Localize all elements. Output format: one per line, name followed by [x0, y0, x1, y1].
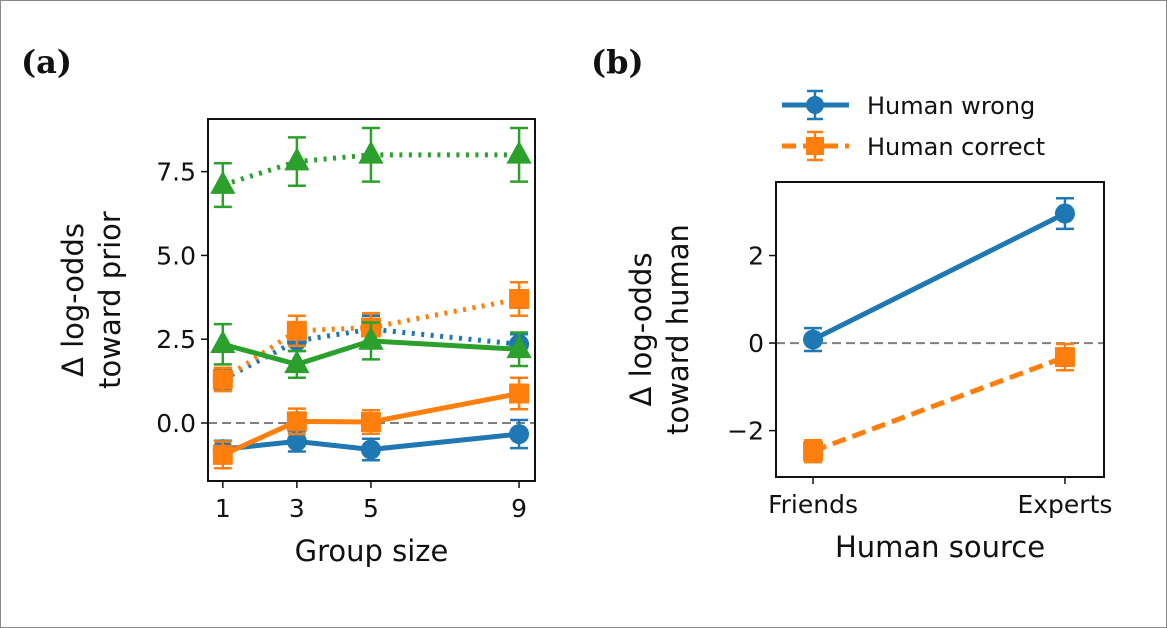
y-tick-label: 0.0	[156, 409, 196, 438]
x-tick-label: Friends	[768, 490, 858, 519]
legend-label: Human correct	[867, 133, 1045, 161]
marker-circle	[806, 96, 824, 114]
marker-triangle	[284, 147, 310, 171]
marker-square	[509, 288, 530, 309]
legend-item: Human wrong	[782, 89, 1035, 121]
y-tick-label: −2	[727, 417, 764, 446]
marker-triangle	[358, 140, 384, 164]
series-0	[210, 126, 532, 209]
marker-square	[286, 411, 307, 432]
marker-circle	[803, 329, 824, 350]
x-axis-label: Human source	[835, 530, 1045, 564]
series-3	[210, 321, 532, 380]
legend-label: Human wrong	[867, 92, 1035, 120]
y-axis-label: Δ log-odds	[624, 253, 658, 407]
marker-square	[212, 444, 233, 465]
y-tick-label: 0	[748, 329, 764, 358]
series-line	[811, 211, 1067, 342]
y-tick-label: 5.0	[156, 241, 196, 270]
y-axis-label: toward human	[661, 224, 695, 435]
series-line	[222, 152, 520, 188]
panel-label: (a)	[21, 43, 72, 81]
marker-circle	[1054, 203, 1075, 224]
marker-triangle	[358, 326, 384, 350]
y-tick-label: 2	[748, 242, 764, 271]
marker-circle	[360, 439, 381, 460]
series-5	[212, 376, 530, 470]
y-axis-label: Δ log-odds	[56, 223, 90, 377]
y-axis-label: toward prior	[93, 211, 127, 389]
panel-a: (a) 0.0 2.5 5.0 7.5 1 3 5 9 Group size Δ log-odds t…	[21, 43, 536, 568]
x-tick-label: Experts	[1017, 490, 1112, 519]
marker-circle	[286, 431, 307, 452]
legend: Human wrong Human correct	[782, 89, 1045, 162]
y-tick-label: 7.5	[156, 158, 196, 187]
marker-square	[803, 441, 824, 462]
y-tick-label: 2.5	[156, 325, 196, 354]
marker-circle	[509, 424, 530, 445]
marker-triangle	[506, 334, 532, 359]
series-human-wrong	[803, 196, 1075, 353]
x-tick-label: 1	[215, 494, 231, 523]
marker-triangle	[506, 140, 532, 164]
axes-frame	[775, 181, 1105, 478]
panel-label: (b)	[591, 43, 644, 81]
series-human-correct	[803, 342, 1075, 464]
series-line	[812, 354, 1066, 454]
marker-square	[286, 320, 307, 341]
marker-square	[509, 383, 530, 404]
series-line	[221, 296, 520, 382]
marker-square	[1054, 347, 1075, 368]
legend-item: Human correct	[782, 130, 1045, 162]
marker-square	[212, 369, 233, 390]
marker-square	[360, 412, 381, 433]
x-axis-label: Group size	[295, 534, 449, 568]
marker-square	[806, 137, 824, 155]
x-tick-label: 9	[511, 494, 527, 523]
marker-triangle	[210, 170, 236, 194]
series-line	[221, 391, 520, 458]
marker-triangle	[210, 329, 236, 354]
series-line	[222, 338, 520, 367]
panel-b: (b) −2 0 2 Friends Experts Human source Δ log-o…	[591, 43, 1112, 564]
marker-triangle	[284, 350, 310, 374]
x-tick-label: 5	[363, 494, 379, 523]
series-line	[222, 431, 520, 453]
x-tick-label: 3	[289, 494, 305, 523]
